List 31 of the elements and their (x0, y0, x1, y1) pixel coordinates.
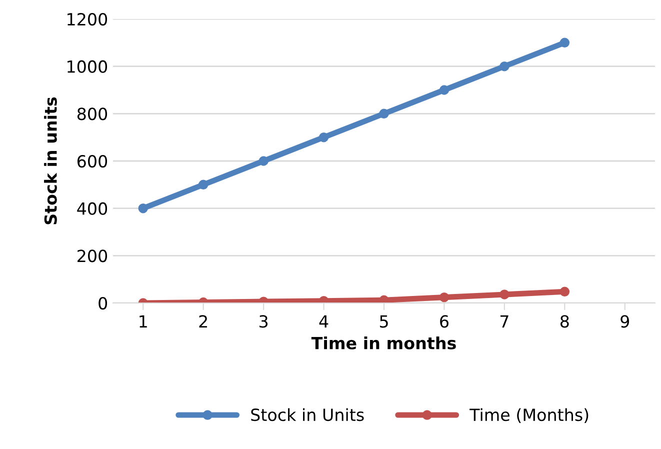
point (500, 61, 510, 72)
point (560, 286, 570, 296)
y-axis-title: Stock in units (44, 97, 57, 224)
x-tick-label: 5 (380, 315, 388, 328)
point (560, 38, 570, 48)
y-tick-label: 1200 (68, 12, 108, 26)
x-tick-label: 9 (620, 315, 630, 328)
point (318, 132, 329, 142)
point (379, 108, 389, 119)
point (198, 180, 208, 190)
x-tick-label: 6 (440, 315, 448, 328)
x-axis-title: Time in months (311, 336, 456, 350)
y-tick-label: 400 (77, 202, 108, 215)
y-tick-label: 200 (78, 250, 108, 262)
point (138, 203, 148, 214)
y-tick-label: 1000 (68, 60, 108, 73)
x-tick-label: 7 (500, 315, 508, 328)
y-tick-label: 0 (98, 296, 108, 310)
x-tick-label: 3 (260, 315, 268, 328)
point (500, 290, 510, 300)
x-tick-label: 2 (199, 315, 207, 328)
x-tick-label: 1 (140, 315, 147, 328)
point (258, 156, 268, 166)
y-tick-label: 800 (77, 108, 108, 120)
point (439, 292, 450, 302)
y-tick-label: 600 (77, 154, 108, 168)
point (439, 85, 450, 95)
x-tick-label: 8 (560, 315, 569, 328)
legend-label: Stock in Units (251, 408, 364, 422)
x-tick-label: 4 (319, 315, 328, 328)
legend-label: Time (Months) (470, 408, 588, 424)
